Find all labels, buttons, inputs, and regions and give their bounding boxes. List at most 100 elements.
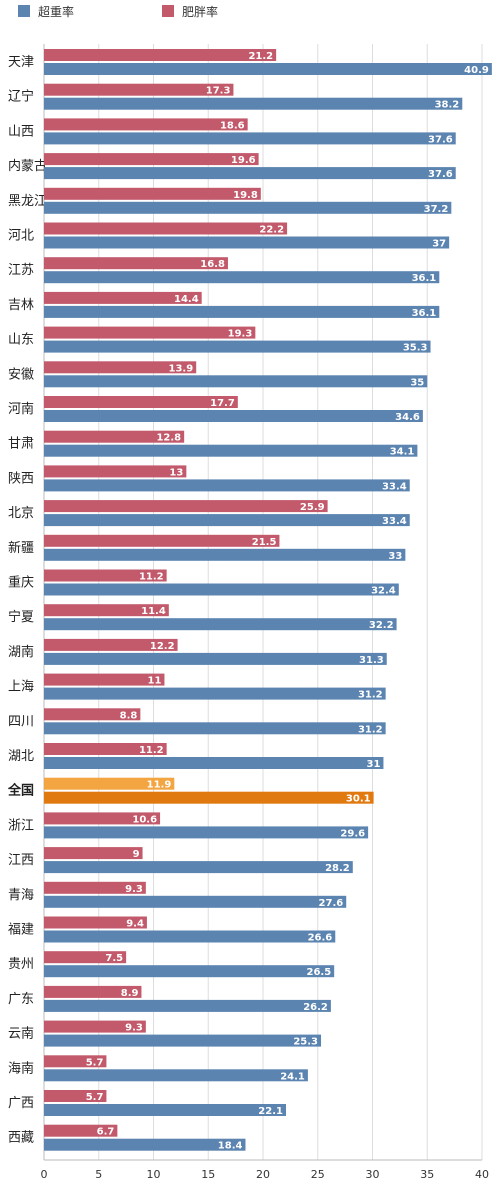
data-label-overweight: 37.6 [428,134,453,145]
category-label: 贵州 [8,957,34,972]
data-label-overweight: 31 [367,759,381,770]
data-label-obesity: 25.9 [300,502,325,513]
bar-overweight [44,895,347,908]
bar-overweight [44,652,387,665]
bar-obesity [44,465,187,478]
bar-overweight [44,97,463,110]
category-label: 黑龙江 [8,194,47,209]
data-label-overweight: 33.4 [382,481,407,492]
legend-label-overweight: 超重率 [38,4,75,19]
data-label-obesity: 6.7 [97,1127,115,1138]
bar-obesity [44,847,143,860]
data-label-obesity: 11 [148,676,162,687]
data-label-overweight: 40.9 [464,65,489,76]
data-label-obesity: 9.3 [125,1023,143,1034]
data-label-obesity: 13 [169,467,183,478]
data-label-overweight: 35.3 [403,343,428,354]
bar-obesity [44,49,277,61]
data-label-overweight: 34.6 [395,412,420,423]
category-label: 广东 [8,992,34,1007]
x-tick-label: 20 [256,1168,270,1181]
category-label: 辽宁 [8,89,34,105]
data-label-obesity: 17.3 [206,86,231,97]
bar-obesity [44,430,185,443]
bar-obesity [44,396,238,408]
category-label: 浙江 [8,818,34,833]
bar-obesity [44,951,127,964]
data-label-obesity: 12.2 [150,641,175,652]
bar-overweight [44,548,406,561]
bar-overweight [44,757,384,769]
bar-obesity [44,222,288,235]
bar-obesity [44,291,202,304]
data-label-obesity: 21.2 [248,51,273,62]
bar-overweight [44,618,397,631]
data-label-obesity: 16.8 [200,259,225,270]
data-label-obesity: 9 [133,849,140,860]
bar-overweight [44,930,336,943]
legend-label-obesity: 肥胖率 [182,4,219,19]
x-tick-label: 15 [201,1168,215,1181]
data-label-overweight: 32.2 [369,620,394,631]
bar-overweight [44,305,440,318]
x-tick-label: 30 [366,1168,380,1181]
data-label-obesity: 19.8 [233,190,258,201]
bar-obesity [44,812,161,825]
legend-item-obesity: 肥胖率 [162,2,218,20]
category-label: 宁夏 [8,609,34,625]
data-label-overweight: 31.2 [358,690,383,701]
category-label: 吉林 [8,298,34,313]
legend-swatch-obesity [162,5,174,17]
bar-overweight [44,514,410,527]
bar-overweight [44,167,456,180]
data-label-overweight: 26.6 [308,933,333,944]
category-label: 福建 [8,923,34,938]
data-label-overweight: 33 [388,551,402,562]
bar-overweight [44,340,431,353]
category-label: 西藏 [8,1131,34,1146]
category-label: 海南 [8,1060,34,1076]
data-label-obesity: 22.2 [259,225,284,236]
category-label: 新疆 [8,540,34,556]
bar-obesity [44,1090,107,1102]
data-label-overweight: 29.6 [340,828,365,839]
bar-obesity [44,777,175,790]
bar-obesity [44,326,256,339]
bar-obesity [44,708,141,721]
category-label: 河北 [8,229,34,244]
bar-overweight [44,1069,308,1082]
category-label: 河南 [8,401,34,417]
bar-overweight [44,1034,322,1047]
data-label-obesity: 11.9 [147,780,172,791]
data-label-obesity: 12.8 [156,433,181,444]
data-label-overweight: 22.1 [258,1106,283,1117]
data-label-overweight: 37.2 [424,204,449,215]
data-label-obesity: 8.9 [121,988,139,999]
bar-obesity [44,1055,107,1068]
data-label-overweight: 35 [410,377,424,388]
category-label: 上海 [8,680,34,695]
category-label: 山西 [8,124,34,139]
data-label-overweight: 26.5 [306,967,331,978]
category-label: 云南 [8,1026,34,1042]
bar-overweight [44,444,418,457]
data-label-obesity: 9.3 [125,884,143,895]
data-label-overweight: 34.1 [390,447,415,458]
bar-overweight [44,201,452,214]
data-label-overweight: 32.4 [371,586,396,597]
category-label: 陕西 [8,471,34,486]
bar-overweight [44,965,335,978]
x-tick-label: 10 [147,1168,161,1181]
bar-obesity [44,361,197,374]
x-tick-label: 0 [41,1168,48,1181]
bar-overweight [44,271,440,284]
bar-obesity [44,881,146,894]
bar-overweight [44,236,450,249]
bar-overweight [44,791,374,804]
bar-obesity [44,187,261,200]
data-label-obesity: 21.5 [252,537,277,548]
category-label: 湖南 [8,644,34,660]
category-label: 安徽 [8,367,34,382]
